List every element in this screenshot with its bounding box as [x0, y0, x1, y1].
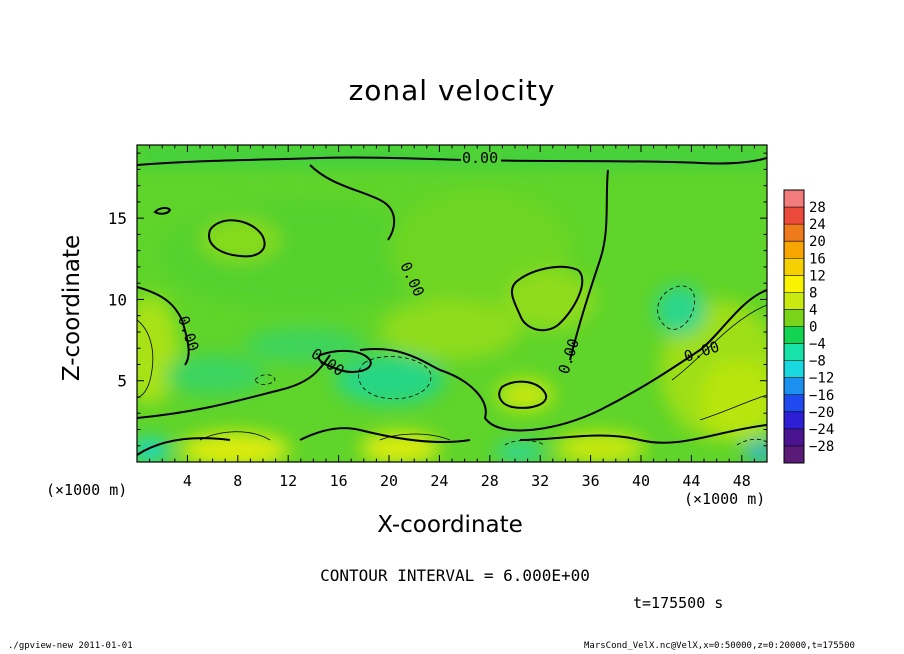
x-tick-label: 24	[430, 472, 448, 490]
x-axis-ticks: 4 8 12 16 20 24 28 32 36 40 44 48	[149, 145, 755, 490]
colorbar-swatch	[784, 394, 804, 413]
contour-label-top: 0.00	[462, 149, 498, 167]
colorbar-label: −24	[809, 422, 834, 438]
colorbar-label: −20	[809, 405, 834, 421]
footer-program: ./gpview-new 2011-01-01	[8, 641, 133, 651]
thin-contour-lines	[137, 304, 767, 441]
zero-contour-lines	[137, 156, 767, 456]
colorbar-label: −16	[809, 388, 834, 404]
x-tick-label: 4	[183, 472, 192, 490]
colorbar-label: −4	[809, 337, 826, 353]
footer-source: MarsCond_VelX.nc@VelX,x=0:50000,z=0:2000…	[584, 641, 855, 651]
x-tick-label: 36	[582, 472, 600, 490]
y-tick-label: 5	[117, 372, 127, 391]
colorbar-label: 28	[809, 200, 826, 216]
colorbar-swatch	[784, 224, 804, 242]
y-tick-label: 10	[108, 290, 127, 309]
colorbar-label: 20	[809, 234, 826, 250]
x-tick-label: 20	[380, 472, 398, 490]
colorbar-swatch	[784, 326, 804, 344]
colorbar-swatch	[784, 258, 804, 276]
x-axis-label: X-coordinate	[377, 512, 523, 538]
colorbar-swatch	[784, 360, 804, 378]
x-unit-label-right: (×1000 m)	[684, 490, 766, 508]
x-tick-label: 28	[481, 472, 499, 490]
colorbar-swatch	[784, 275, 804, 293]
colorbar-label: −28	[809, 439, 834, 455]
y-axis-label: Z-coordinate	[59, 234, 85, 382]
colorbar-swatch	[784, 411, 804, 430]
time-label: t=175500 s	[633, 594, 724, 612]
contour-interval: CONTOUR INTERVAL = 6.000E+00	[320, 566, 590, 585]
x-tick-label: 40	[632, 472, 650, 490]
y-axis-ticks: 5 10 15	[108, 152, 767, 447]
x-tick-label: 8	[233, 472, 242, 490]
colorbar-swatch	[784, 445, 804, 464]
colorbar-label: 8	[809, 285, 817, 301]
colorbar-swatch	[784, 428, 804, 447]
colorbar-label: 0	[809, 320, 817, 336]
x-tick-label: 16	[330, 472, 348, 490]
x-tick-label: 48	[733, 472, 751, 490]
negative-contour-lines	[254, 285, 767, 447]
x-unit-label-left: (×1000 m)	[46, 481, 128, 499]
colorbar-label: 4	[809, 302, 817, 318]
y-tick-label: 15	[108, 209, 127, 228]
colorbar-swatch	[784, 343, 804, 361]
colorbar-swatch	[784, 309, 804, 327]
colorbar-label: 12	[809, 268, 826, 284]
velocity-field: 0.00 0.00 0.00 0.00 0.00 0.00	[137, 145, 767, 462]
colorbar-label: 16	[809, 251, 826, 267]
colorbar-label: 24	[809, 217, 826, 233]
x-tick-label: 44	[682, 472, 700, 490]
colorbar-label: −12	[809, 371, 834, 387]
colorbar-swatch	[784, 207, 804, 225]
chart-title: zonal velocity	[348, 74, 556, 107]
x-tick-label: 12	[279, 472, 297, 490]
x-tick-label: 32	[531, 472, 549, 490]
colorbar-swatch	[784, 292, 804, 310]
colorbar-label: −8	[809, 354, 826, 370]
colorbar-swatch	[784, 190, 804, 208]
colorbar-swatch	[784, 377, 804, 396]
colorbar-swatch	[784, 241, 804, 259]
